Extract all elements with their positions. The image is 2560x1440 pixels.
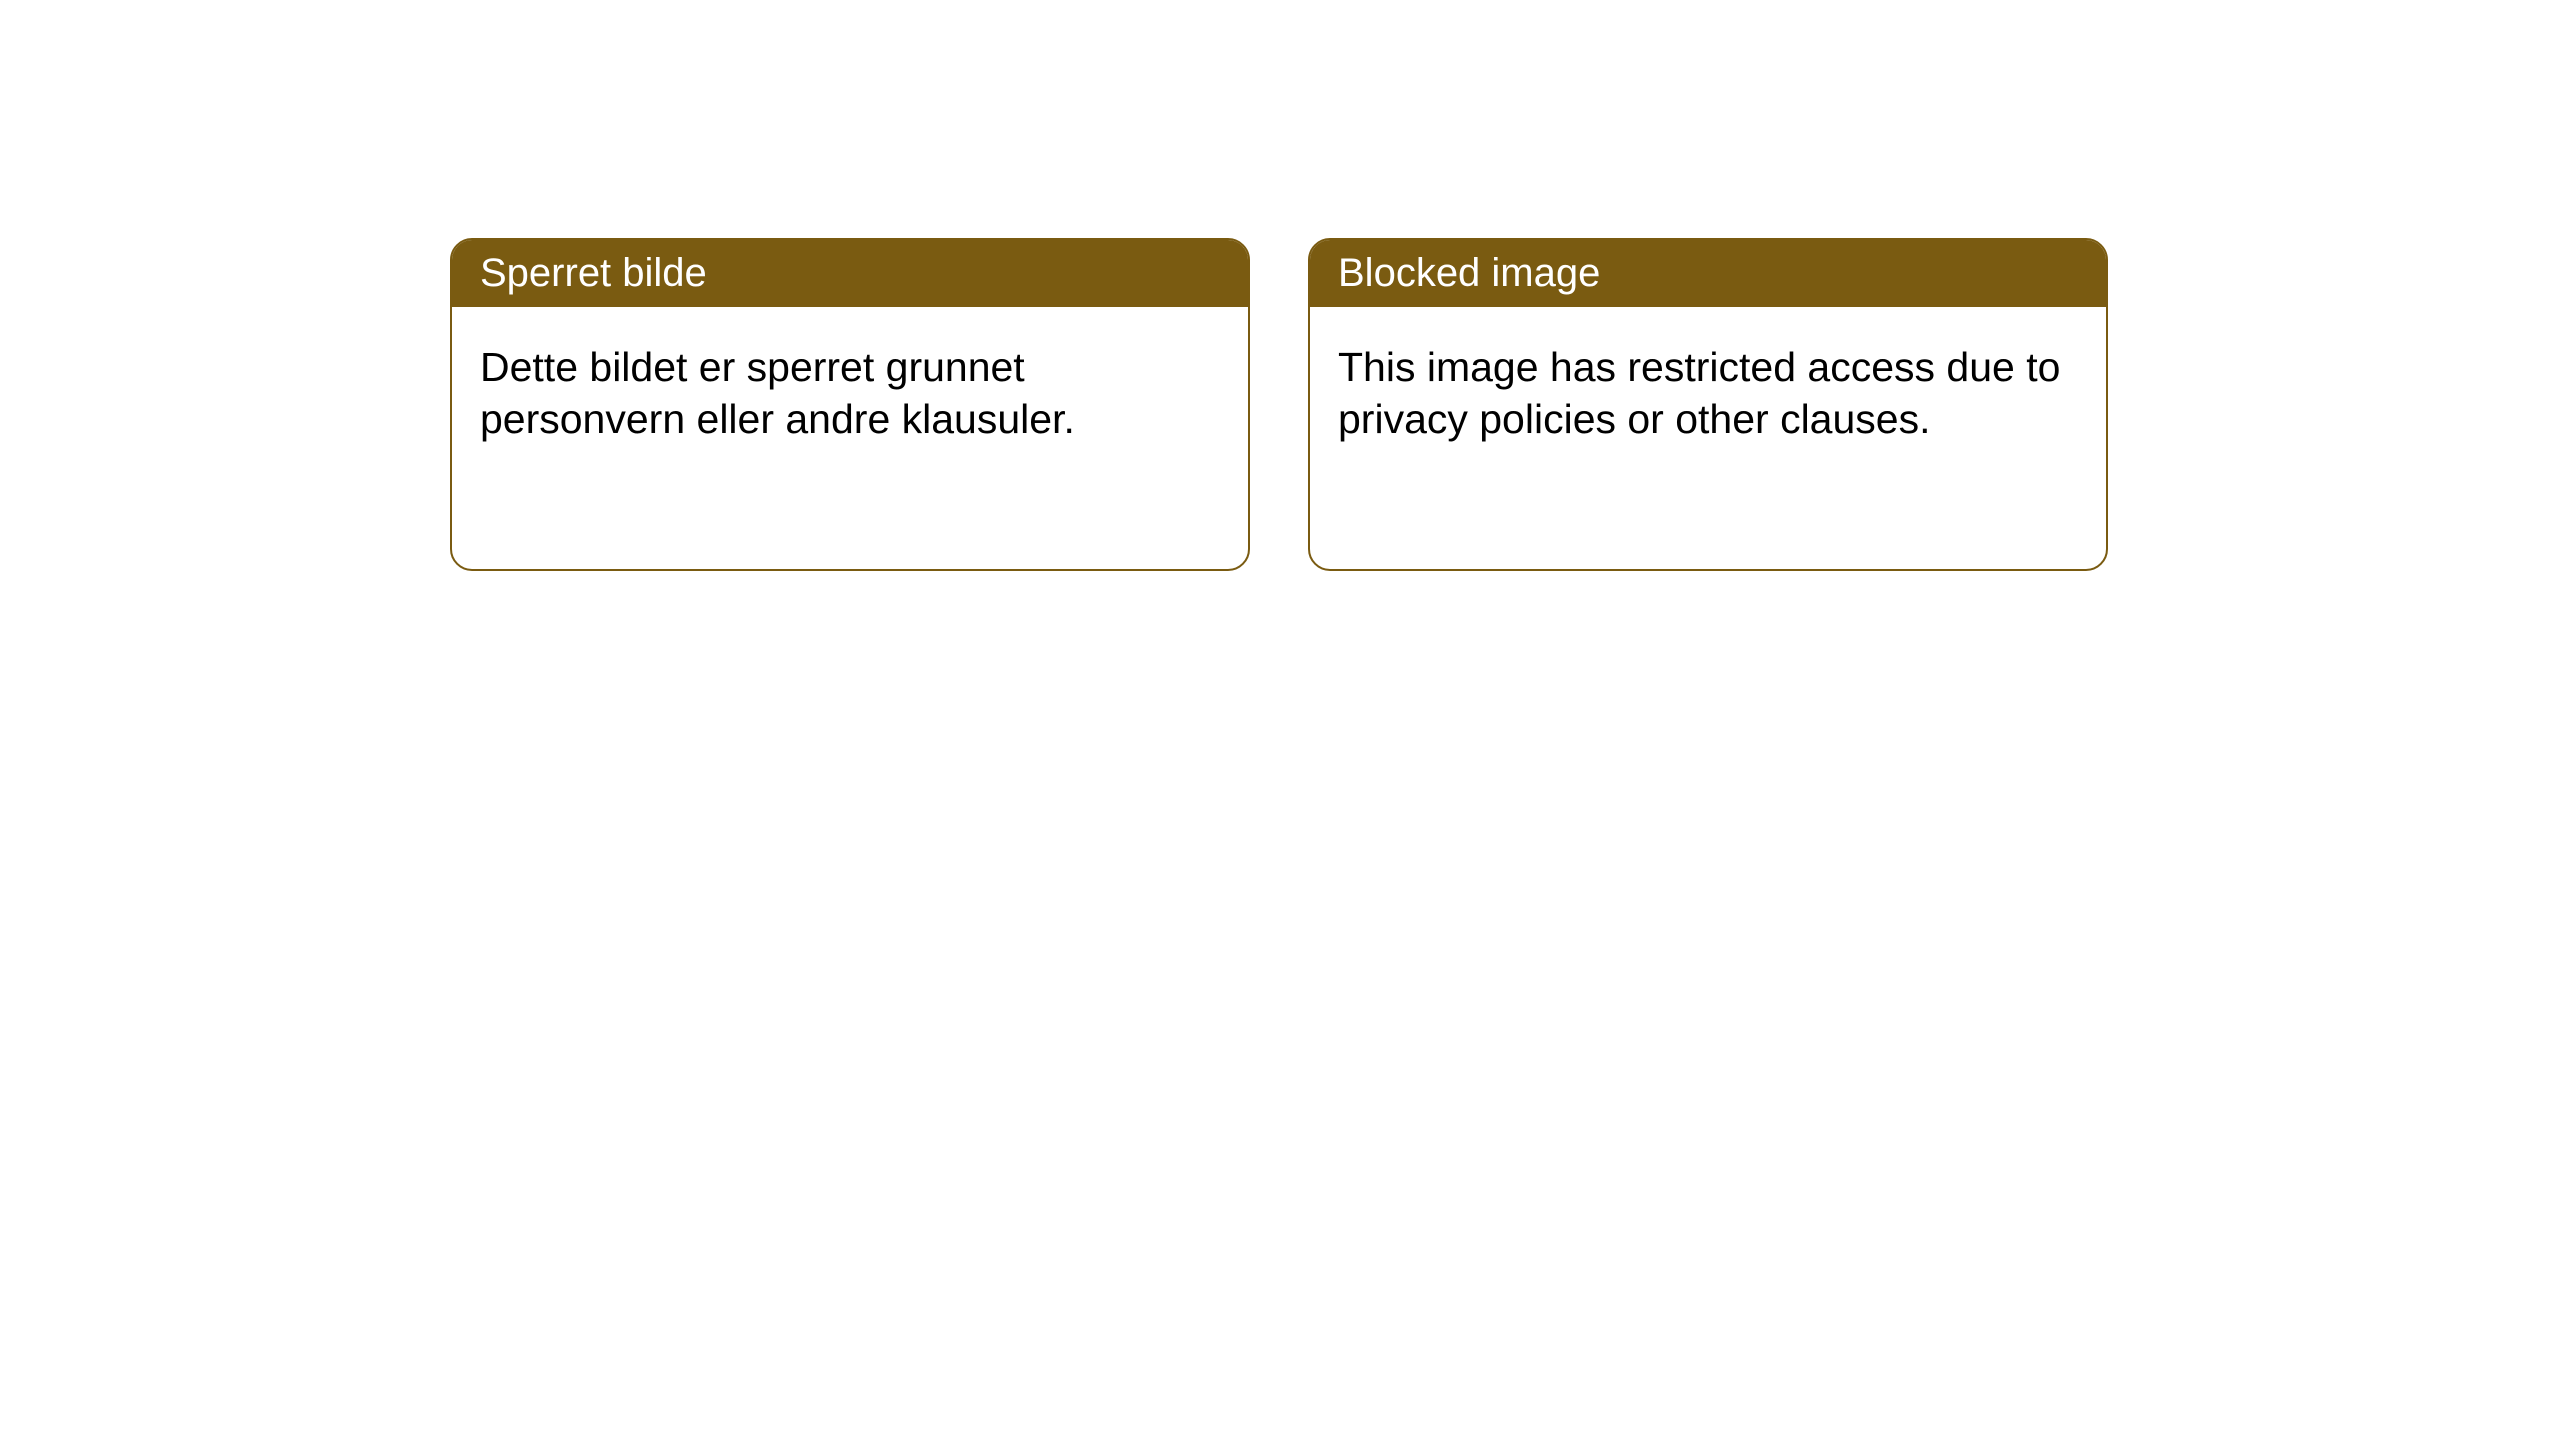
page-root: Sperret bilde Dette bildet er sperret gr…: [0, 0, 2560, 1440]
notice-card-title: Sperret bilde: [452, 240, 1248, 307]
notice-cards-row: Sperret bilde Dette bildet er sperret gr…: [450, 238, 2560, 571]
notice-card-norwegian: Sperret bilde Dette bildet er sperret gr…: [450, 238, 1250, 571]
notice-card-title: Blocked image: [1310, 240, 2106, 307]
notice-card-english: Blocked image This image has restricted …: [1308, 238, 2108, 571]
notice-card-body: This image has restricted access due to …: [1310, 307, 2106, 480]
notice-card-body: Dette bildet er sperret grunnet personve…: [452, 307, 1248, 480]
